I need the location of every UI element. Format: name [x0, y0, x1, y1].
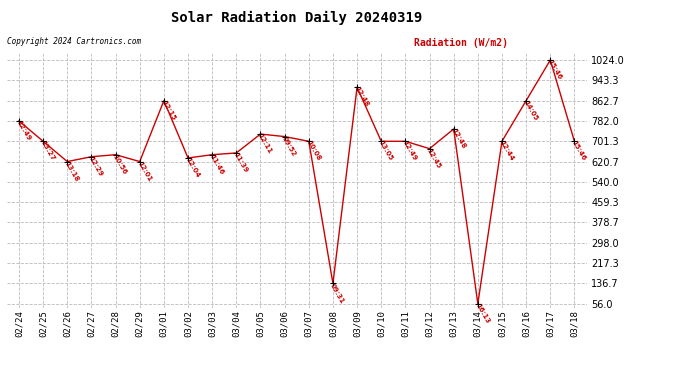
- Text: Solar Radiation Daily 20240319: Solar Radiation Daily 20240319: [171, 11, 422, 26]
- Text: 13:05: 13:05: [377, 140, 394, 162]
- Text: 09:52: 09:52: [281, 135, 297, 157]
- Text: 11:39: 11:39: [233, 152, 249, 174]
- Text: 10:08: 10:08: [305, 140, 322, 162]
- Text: 15:46: 15:46: [571, 140, 587, 162]
- Text: 12:49: 12:49: [15, 120, 32, 142]
- Text: 11:46: 11:46: [208, 153, 225, 176]
- Text: 14:05: 14:05: [522, 99, 539, 122]
- Text: 09:31: 09:31: [329, 282, 346, 304]
- Text: 12:49: 12:49: [402, 140, 418, 162]
- Text: 10:56: 10:56: [112, 153, 128, 176]
- Text: 15:46: 15:46: [546, 58, 563, 81]
- Text: 12:48: 12:48: [353, 86, 370, 108]
- Text: 12:01: 12:01: [136, 160, 152, 182]
- Text: Copyright 2024 Cartronics.com: Copyright 2024 Cartronics.com: [7, 38, 141, 46]
- Text: 12:15: 12:15: [160, 99, 176, 122]
- Text: 12:04: 12:04: [184, 157, 201, 179]
- Text: 12:11: 12:11: [257, 133, 273, 155]
- Text: 16:13: 16:13: [474, 302, 491, 324]
- Text: 12:48: 12:48: [450, 128, 466, 150]
- Text: 12:44: 12:44: [498, 140, 515, 162]
- Text: 13:27: 13:27: [39, 140, 56, 162]
- Text: 13:18: 13:18: [63, 160, 80, 183]
- Text: 12:45: 12:45: [426, 147, 442, 170]
- Text: Radiation (W/m2): Radiation (W/m2): [414, 38, 508, 48]
- Text: 12:29: 12:29: [88, 155, 103, 177]
